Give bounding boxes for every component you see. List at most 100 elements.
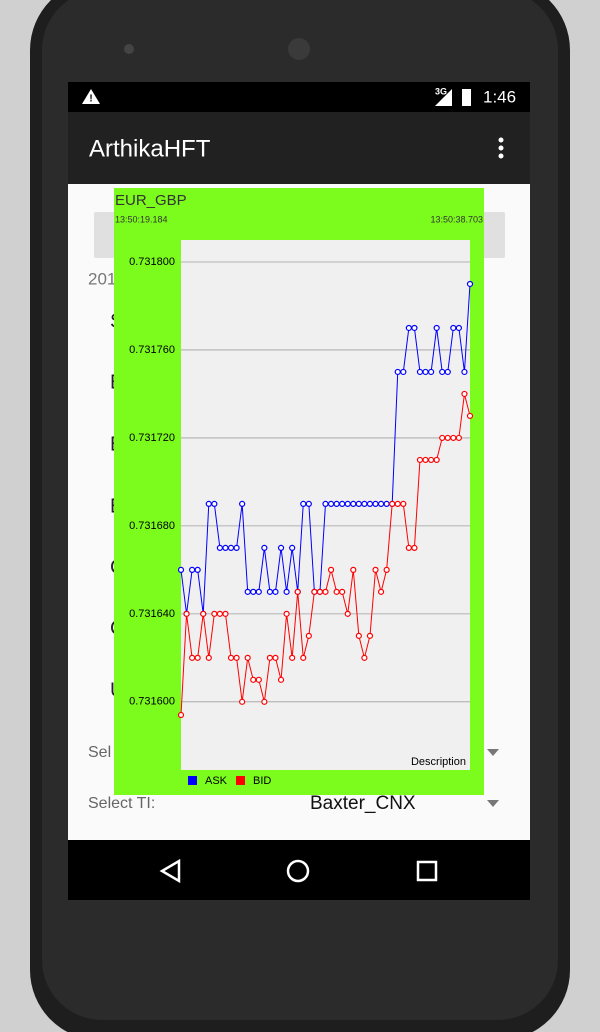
time-end: 13:50:38.703 xyxy=(430,214,483,224)
data-point xyxy=(339,500,346,508)
data-point xyxy=(350,566,357,573)
data-point xyxy=(466,412,474,420)
data-point xyxy=(377,588,385,595)
data-point xyxy=(461,390,468,398)
data-point xyxy=(389,500,396,508)
data-point xyxy=(266,654,274,661)
battery-icon xyxy=(462,89,471,106)
data-point xyxy=(405,544,412,551)
data-point xyxy=(216,544,224,551)
data-point xyxy=(427,456,435,464)
data-point xyxy=(377,500,385,508)
dropdown-arrow[interactable] xyxy=(487,800,499,807)
data-point xyxy=(300,500,307,508)
data-point xyxy=(205,654,212,661)
data-point xyxy=(433,324,440,332)
data-point xyxy=(211,500,218,508)
data-point xyxy=(344,610,351,617)
speaker xyxy=(288,38,310,60)
warning-icon xyxy=(82,89,100,104)
data-point xyxy=(283,610,290,617)
data-point xyxy=(233,654,240,661)
data-point xyxy=(255,676,262,683)
warning-mark: ! xyxy=(89,94,92,105)
back-button[interactable] xyxy=(159,858,181,884)
camera xyxy=(124,44,134,54)
data-point xyxy=(450,324,457,332)
home-button[interactable] xyxy=(286,859,310,883)
data-point xyxy=(327,566,335,573)
data-point xyxy=(416,456,424,464)
y-tick-label: 0.731600 xyxy=(129,696,175,708)
chart-title: EUR_GBP xyxy=(115,192,187,209)
data-point xyxy=(305,500,312,508)
data-point xyxy=(333,588,340,595)
data-point xyxy=(339,588,346,595)
data-point xyxy=(200,610,207,617)
data-point xyxy=(183,610,190,617)
overflow-menu[interactable] xyxy=(498,137,504,159)
form-text: 201 xyxy=(88,269,116,288)
data-point xyxy=(322,588,329,595)
data-point xyxy=(261,544,268,551)
chart: EUR_GBP 13:50:19.184 13:50:38.703 0.731600 0… xyxy=(114,188,484,795)
data-point xyxy=(361,500,368,508)
data-point xyxy=(394,500,401,508)
data-point xyxy=(383,566,390,573)
data-point xyxy=(277,544,285,551)
data-point xyxy=(366,632,374,639)
data-point xyxy=(355,632,362,639)
data-point xyxy=(239,500,246,508)
data-point xyxy=(194,654,201,661)
data-point xyxy=(455,434,462,442)
data-point xyxy=(250,588,257,595)
data-point xyxy=(266,588,274,595)
data-point xyxy=(455,324,462,332)
data-point xyxy=(383,500,390,508)
recents-button[interactable] xyxy=(416,860,438,882)
data-point xyxy=(400,368,407,376)
select-value[interactable]: Baxter_CNX xyxy=(310,793,416,814)
data-point xyxy=(250,676,257,683)
clock: 1:46 xyxy=(483,87,516,106)
data-point xyxy=(300,654,307,661)
data-point xyxy=(216,610,224,617)
data-point xyxy=(227,654,235,661)
data-point xyxy=(189,566,196,573)
data-point xyxy=(433,456,440,464)
data-point xyxy=(450,434,457,442)
data-point xyxy=(422,456,429,464)
data-point xyxy=(427,368,435,376)
data-point xyxy=(294,588,301,595)
network-type: 3G xyxy=(435,86,447,96)
data-point xyxy=(227,544,235,551)
data-point xyxy=(422,368,429,376)
y-tick-label: 0.731720 xyxy=(129,432,175,444)
y-tick-label: 0.731640 xyxy=(129,608,175,620)
data-point xyxy=(439,368,446,376)
data-point xyxy=(305,632,312,639)
data-point xyxy=(189,654,196,661)
nav-bar xyxy=(68,840,530,900)
data-point xyxy=(322,500,329,508)
data-point xyxy=(289,544,296,551)
data-point xyxy=(255,588,262,595)
data-point xyxy=(439,434,446,442)
dropdown-arrow[interactable] xyxy=(487,749,499,756)
app-title: ArthikaHFT xyxy=(89,135,211,162)
data-point xyxy=(394,368,401,376)
data-point xyxy=(177,566,185,573)
data-point xyxy=(239,698,246,705)
data-point xyxy=(350,500,357,508)
y-tick-label: 0.731680 xyxy=(129,520,175,532)
data-point xyxy=(272,654,279,661)
data-point xyxy=(316,588,324,595)
time-start: 13:50:19.184 xyxy=(115,214,168,224)
data-point xyxy=(411,544,418,551)
data-point xyxy=(244,654,251,661)
status-bar xyxy=(68,82,530,112)
legend-swatch xyxy=(188,776,197,785)
data-point xyxy=(405,324,412,332)
